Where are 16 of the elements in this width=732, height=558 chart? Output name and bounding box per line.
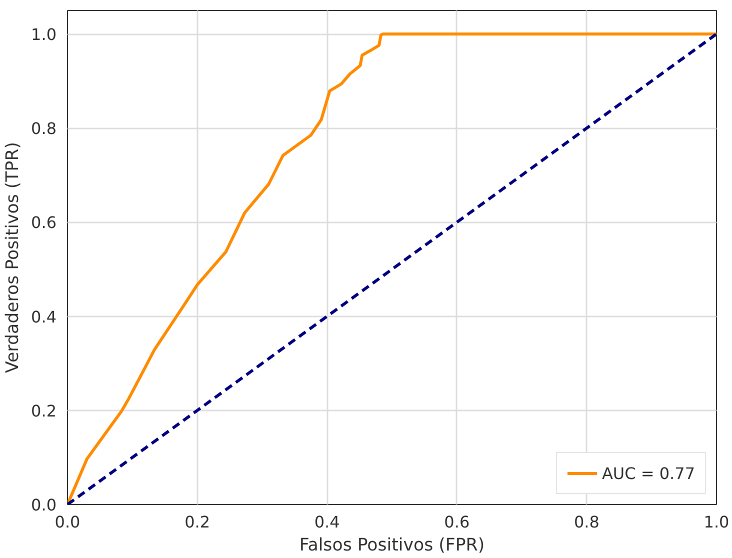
y-tick-label: 0.8: [31, 119, 57, 138]
x-tick-label: 0.6: [444, 512, 470, 532]
line-series: [68, 32, 716, 504]
x-tick-label: 0.0: [54, 512, 80, 532]
y-tick-label: 0.6: [31, 213, 57, 232]
legend-label: AUC = 0.77: [602, 464, 695, 482]
y-tick-label: 1.0: [31, 25, 57, 44]
y-tick-label: 0.0: [31, 496, 57, 514]
y-tick-label: 0.4: [31, 307, 57, 326]
x-tick-label: 0.8: [574, 512, 600, 532]
x-tick-label: 1.0: [704, 512, 730, 532]
x-axis-title: Falsos Positivos (FPR): [299, 536, 485, 556]
y-tick-label: 0.2: [31, 401, 57, 420]
x-tick-label: 0.2: [184, 512, 210, 532]
x-tick-label: 0.4: [314, 512, 340, 532]
y-axis-title: Verdaderos Positivos (TPR): [3, 142, 24, 374]
